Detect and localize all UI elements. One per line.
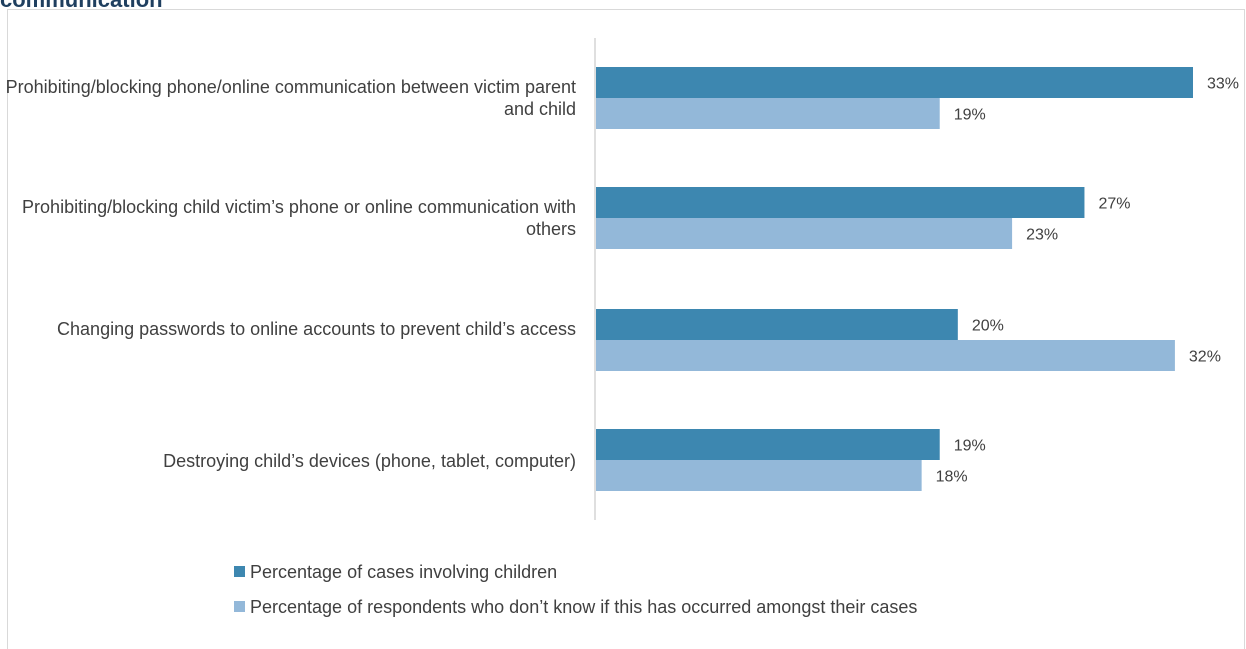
data-label-series2-cat1: 23% bbox=[1026, 227, 1058, 244]
bar-series1-cat0 bbox=[596, 67, 1193, 98]
data-label-series1-cat1: 27% bbox=[1098, 196, 1130, 213]
legend-entry-series2: Percentage of respondents who don’t know… bbox=[234, 597, 917, 618]
bar-series2-cat3 bbox=[596, 460, 922, 491]
legend-label-series2: Percentage of respondents who don’t know… bbox=[250, 597, 918, 617]
data-label-series1-cat0: 33% bbox=[1207, 76, 1239, 93]
legend-entry-series1: Percentage of cases involving children bbox=[234, 562, 557, 583]
bar-chart: 33% 27% 20% 19% 19% 23% 32% 18% bbox=[594, 38, 1239, 520]
data-label-series2-cat3: 18% bbox=[936, 469, 968, 486]
legend-label-series1: Percentage of cases involving children bbox=[250, 562, 558, 582]
data-label-series1-cat3: 19% bbox=[954, 438, 986, 455]
data-label-series1-cat2: 20% bbox=[972, 318, 1004, 335]
legend-swatch-series2 bbox=[234, 601, 245, 612]
bar-series2-cat2 bbox=[596, 340, 1175, 371]
chart-frame bbox=[7, 9, 1245, 649]
bar-series1-cat2 bbox=[596, 309, 958, 340]
category-label-0: Prohibiting/blocking phone/online commun… bbox=[5, 77, 576, 119]
bar-series2-cat1 bbox=[596, 218, 1013, 249]
category-label-2: Changing passwords to online accounts to… bbox=[57, 319, 576, 339]
category-label-1: Prohibiting/blocking child victim’s phon… bbox=[22, 197, 576, 239]
bar-series1-cat1 bbox=[596, 187, 1085, 218]
data-label-series2-cat0: 19% bbox=[954, 107, 986, 124]
bar-series2-cat0 bbox=[596, 98, 940, 129]
bar-series1-cat3 bbox=[596, 429, 940, 460]
data-label-series2-cat2: 32% bbox=[1189, 349, 1221, 366]
legend-swatch-series1 bbox=[234, 566, 245, 577]
category-label-3: Destroying child’s devices (phone, table… bbox=[163, 451, 576, 471]
